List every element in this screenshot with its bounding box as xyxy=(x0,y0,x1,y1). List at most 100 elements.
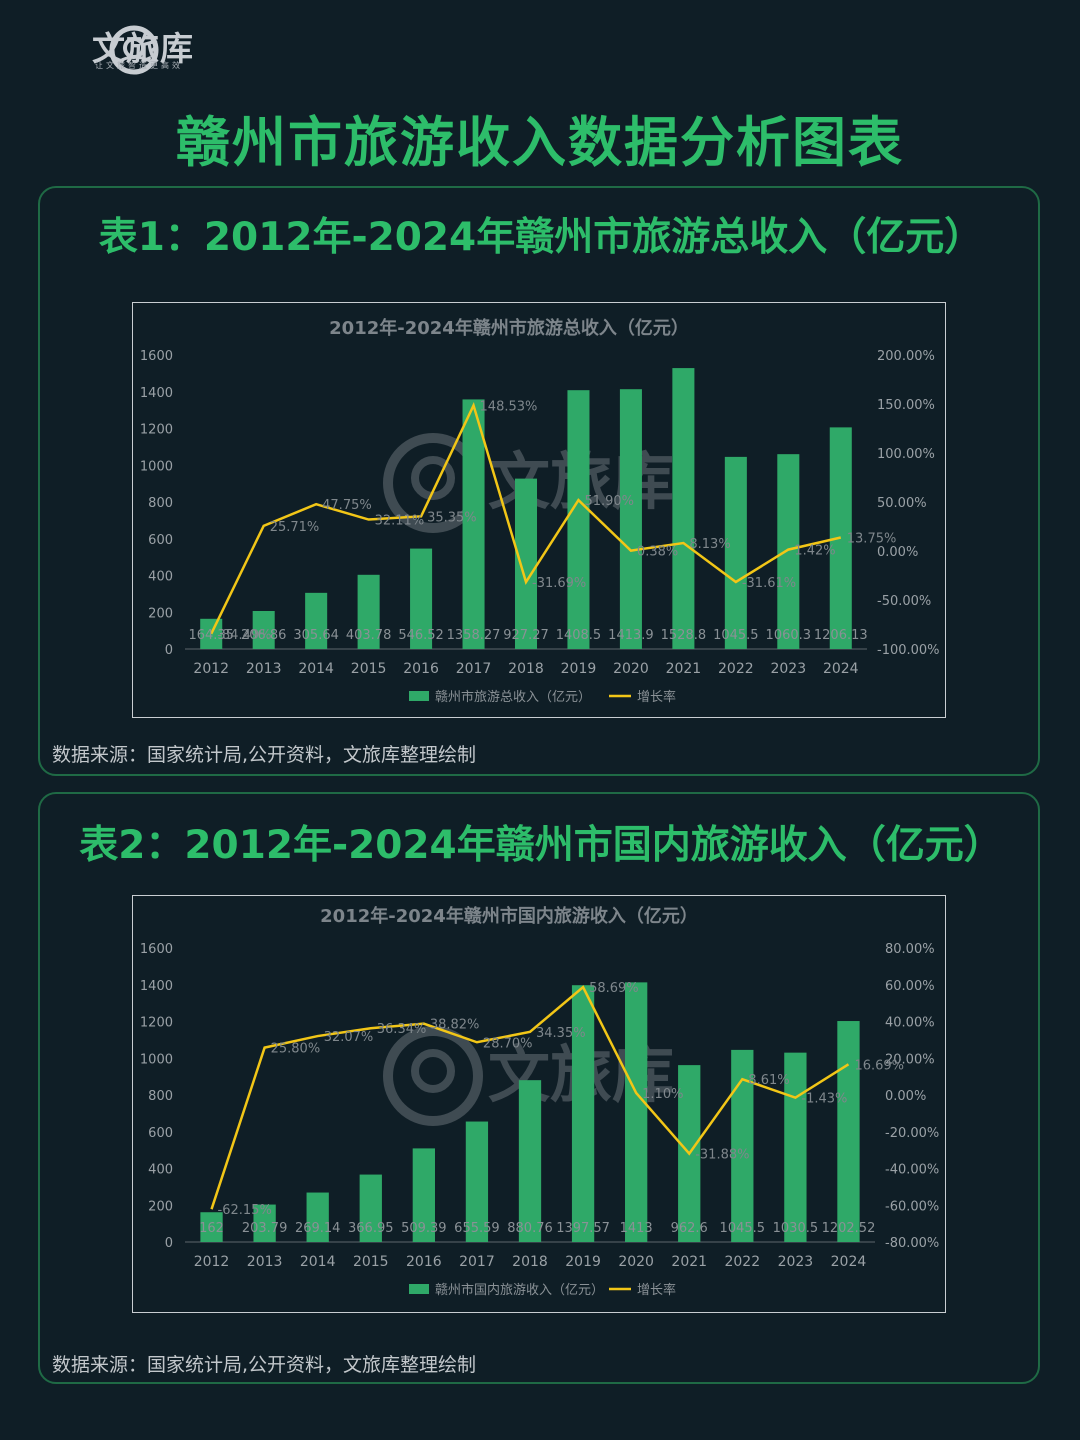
card-heading-1: 表1：2012年-2024年赣州市旅游总收入（亿元） xyxy=(98,215,984,260)
bar-data-label: 203.79 xyxy=(242,1221,288,1236)
y-right-tick-label: -80.00% xyxy=(885,1236,939,1251)
bar-data-label: 1528.8 xyxy=(661,628,707,643)
x-tick-label: 2022 xyxy=(724,1254,760,1270)
growth-data-label: -62.15% xyxy=(218,1203,272,1218)
bar xyxy=(571,985,595,1242)
legend-bar-swatch xyxy=(409,1284,429,1294)
watermark-logo-inner-icon xyxy=(411,456,455,500)
bar-data-label: 269.14 xyxy=(295,1221,341,1236)
x-tick-label: 2014 xyxy=(300,1254,336,1270)
legend-line-label: 增长率 xyxy=(637,689,676,705)
x-tick-label: 2021 xyxy=(666,661,702,677)
x-tick-label: 2021 xyxy=(671,1254,707,1270)
y-left-tick-label: 0 xyxy=(165,643,173,658)
bar-data-label: 1408.5 xyxy=(556,628,602,643)
growth-data-label: -31.69% xyxy=(532,576,586,591)
bar-data-label: 927.27 xyxy=(503,628,549,643)
growth-line xyxy=(210,985,850,1210)
chart-card-1: 表1：2012年-2024年赣州市旅游总收入（亿元） 2012年-2024年赣州… xyxy=(38,186,1040,776)
bar xyxy=(567,390,590,649)
bar xyxy=(200,618,223,649)
legend-bar-label: 赣州市国内旅游收入（亿元） xyxy=(435,1282,604,1298)
y-left-tick-label: 1400 xyxy=(140,386,173,401)
x-tick-label: 2017 xyxy=(459,1254,495,1270)
x-tick-label: 2018 xyxy=(508,661,544,677)
growth-data-label: 1.42% xyxy=(794,544,835,559)
growth-data-label: 13.75% xyxy=(847,532,897,547)
bar-data-label: 403.78 xyxy=(346,628,392,643)
x-tick-label: 2018 xyxy=(512,1254,548,1270)
bar-data-label: 1202.52 xyxy=(822,1221,876,1236)
bar xyxy=(357,574,380,649)
card-heading-2: 表2：2012年-2024年赣州市国内旅游收入（亿元） xyxy=(79,823,1003,868)
growth-data-label: 25.71% xyxy=(270,520,320,535)
y-right-tick-label: 80.00% xyxy=(885,942,935,957)
bar xyxy=(200,1212,223,1242)
x-tick-label: 2019 xyxy=(561,661,597,677)
bar xyxy=(518,1080,542,1242)
y-left-tick-label: 1600 xyxy=(140,349,173,364)
y-left-tick-label: 400 xyxy=(148,570,173,585)
growth-data-label: -31.88% xyxy=(695,1148,749,1163)
y-left-tick-label: 1000 xyxy=(140,1052,173,1067)
brand-slogan: 让文旅智造更高效 xyxy=(95,61,183,70)
x-tick-label: 2024 xyxy=(823,661,859,677)
bar-data-label: 1397.57 xyxy=(556,1221,610,1236)
y-right-tick-label: 100.00% xyxy=(877,447,935,462)
chart-title: 2012年-2024年赣州市国内旅游收入（亿元） xyxy=(320,905,698,927)
bar xyxy=(724,456,747,649)
bar xyxy=(777,454,800,649)
growth-data-label: 8.61% xyxy=(748,1073,789,1088)
growth-line xyxy=(210,401,842,635)
x-tick-label: 2015 xyxy=(351,661,387,677)
bar xyxy=(412,1148,435,1242)
growth-data-label: -31.61% xyxy=(742,576,796,591)
bar xyxy=(305,592,328,649)
y-right-tick-label: 40.00% xyxy=(885,1016,935,1031)
bar xyxy=(619,389,642,649)
y-left-tick-label: 1200 xyxy=(140,1016,173,1031)
y-right-tick-label: 50.00% xyxy=(877,496,927,511)
x-tick-label: 2016 xyxy=(403,661,439,677)
y-left-tick-label: 1600 xyxy=(140,942,173,957)
y-right-tick-label: 60.00% xyxy=(885,979,935,994)
y-right-tick-label: 200.00% xyxy=(877,349,935,364)
page-title: 赣州市旅游收入数据分析图表 xyxy=(176,111,904,174)
bar xyxy=(462,399,485,649)
x-tick-label: 2022 xyxy=(718,661,754,677)
bar-data-label: 655.59 xyxy=(454,1221,500,1236)
growth-data-label: 1.10% xyxy=(642,1087,683,1102)
y-right-tick-label: -60.00% xyxy=(885,1199,939,1214)
y-right-tick-label: 0.00% xyxy=(885,1089,926,1104)
growth-data-label: 51.90% xyxy=(584,494,634,509)
y-left-tick-label: 0 xyxy=(165,1236,173,1251)
growth-data-label: 16.69% xyxy=(854,1058,904,1073)
growth-data-label: -1.43% xyxy=(801,1092,847,1107)
watermark-logo-icon xyxy=(383,1026,483,1126)
brand-name: 文旅库 xyxy=(92,29,194,68)
bar xyxy=(672,368,695,649)
bar xyxy=(625,982,648,1242)
y-left-tick-label: 200 xyxy=(148,606,173,621)
y-right-tick-label: 150.00% xyxy=(877,398,935,413)
bar-data-label: 546.52 xyxy=(398,628,444,643)
growth-data-label: 32.11% xyxy=(375,514,425,529)
y-left-tick-label: 1400 xyxy=(140,979,173,994)
x-tick-label: 2023 xyxy=(778,1254,814,1270)
y-left-tick-label: 600 xyxy=(148,1126,173,1141)
bar xyxy=(514,478,538,649)
bar-data-label: 962.6 xyxy=(671,1221,708,1236)
growth-data-label: 35.35% xyxy=(427,510,477,525)
bar-data-label: 1045.5 xyxy=(720,1221,766,1236)
chart-1: 2012年-2024年赣州市旅游总收入（亿元）文旅库02004006008001… xyxy=(140,317,940,705)
bar xyxy=(252,610,275,649)
growth-data-label: 0.38% xyxy=(637,545,678,560)
growth-data-label: 28.70% xyxy=(483,1036,533,1051)
y-right-tick-label: -20.00% xyxy=(885,1126,939,1141)
y-left-tick-label: 600 xyxy=(148,533,173,548)
bar xyxy=(359,1174,382,1242)
x-tick-label: 2020 xyxy=(618,1254,654,1270)
bar-data-label: 1358.27 xyxy=(447,628,501,643)
x-tick-label: 2016 xyxy=(406,1254,442,1270)
bar-data-label: 164.35 xyxy=(188,628,234,643)
